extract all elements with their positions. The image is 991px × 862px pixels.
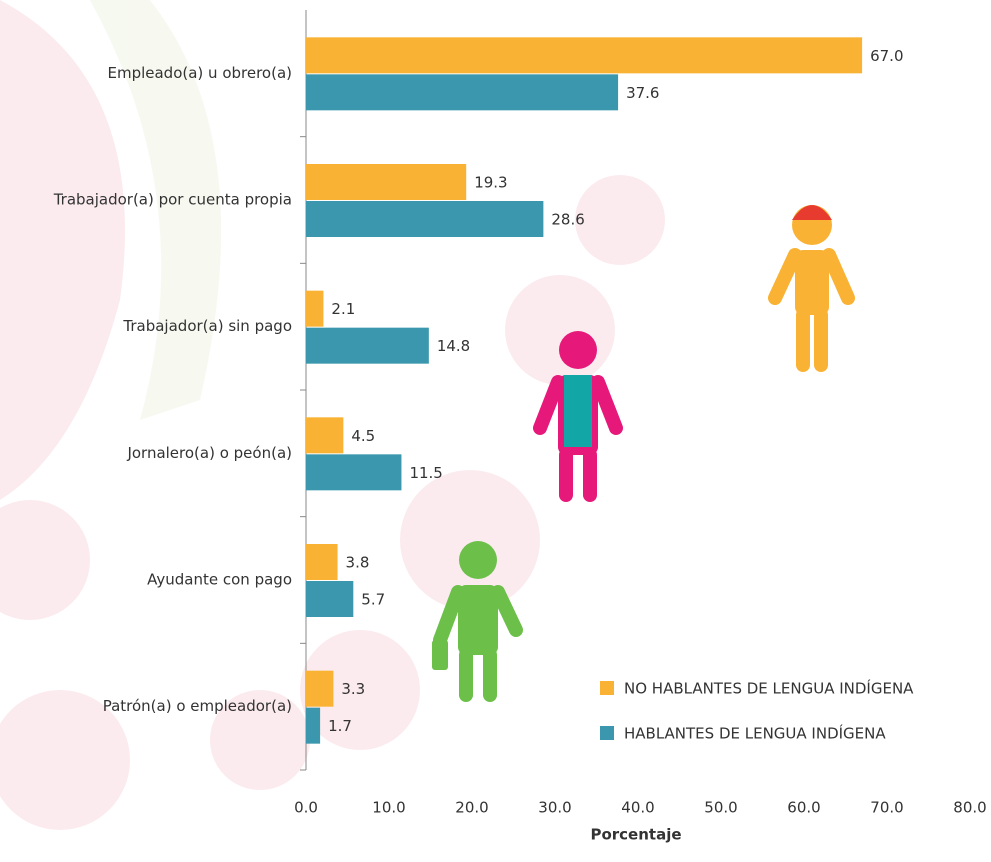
illustrations bbox=[432, 205, 855, 702]
bar bbox=[306, 544, 338, 580]
bar bbox=[306, 707, 321, 744]
x-tick-label: 10.0 bbox=[372, 799, 405, 817]
y-tick-label: Empleado(a) u obrero(a) bbox=[107, 64, 292, 82]
x-tick-label: 70.0 bbox=[870, 799, 903, 817]
value-label: 1.7 bbox=[328, 717, 352, 735]
value-label: 5.7 bbox=[361, 591, 385, 609]
bar bbox=[306, 581, 354, 617]
x-tick-label: 30.0 bbox=[538, 799, 571, 817]
y-tick-label: Patrón(a) o empleador(a) bbox=[103, 697, 292, 715]
value-label: 37.6 bbox=[626, 84, 659, 102]
x-tick-label: 0.0 bbox=[294, 799, 318, 817]
bar bbox=[306, 37, 863, 74]
bar bbox=[306, 670, 334, 707]
y-tick-label: Trabajador(a) por cuenta propia bbox=[53, 191, 292, 209]
y-tick-label: Jornalero(a) o peón(a) bbox=[126, 444, 292, 462]
y-tick-label: Trabajador(a) sin pago bbox=[122, 317, 292, 335]
bar bbox=[306, 74, 619, 111]
value-label: 14.8 bbox=[437, 337, 470, 355]
value-label: 3.8 bbox=[346, 554, 370, 572]
value-label: 67.0 bbox=[870, 47, 903, 65]
bar bbox=[306, 454, 402, 491]
x-tick-label: 80.0 bbox=[953, 799, 986, 817]
legend-swatch bbox=[600, 681, 614, 695]
x-tick-label: 20.0 bbox=[455, 799, 488, 817]
bar bbox=[306, 290, 324, 327]
bar bbox=[306, 417, 344, 454]
x-axis-title: Porcentaje bbox=[590, 826, 681, 844]
value-label: 3.3 bbox=[341, 680, 365, 698]
x-tick-label: 60.0 bbox=[787, 799, 820, 817]
bar bbox=[306, 164, 467, 200]
background bbox=[0, 0, 665, 830]
value-label: 19.3 bbox=[474, 174, 507, 192]
value-label: 28.6 bbox=[551, 211, 584, 229]
bar bbox=[306, 201, 544, 237]
x-tick-label: 50.0 bbox=[704, 799, 737, 817]
bar bbox=[306, 327, 429, 364]
legend-label: NO HABLANTES DE LENGUA INDÍGENA bbox=[624, 679, 914, 698]
legend-swatch bbox=[600, 726, 614, 740]
y-tick-label: Ayudante con pago bbox=[147, 571, 292, 589]
legend-label: HABLANTES DE LENGUA INDÍGENA bbox=[624, 724, 886, 743]
value-label: 11.5 bbox=[409, 464, 442, 482]
x-tick-label: 40.0 bbox=[621, 799, 654, 817]
value-label: 2.1 bbox=[331, 300, 355, 318]
value-label: 4.5 bbox=[351, 427, 375, 445]
